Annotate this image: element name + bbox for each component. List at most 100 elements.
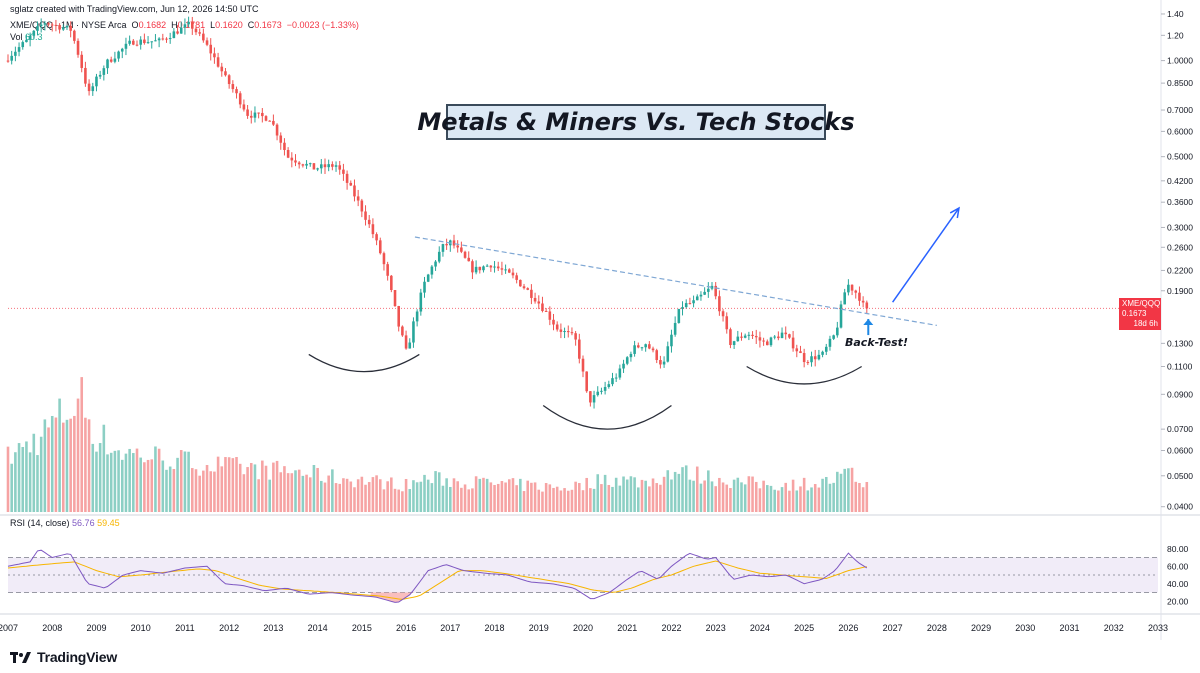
candle-body bbox=[548, 311, 552, 320]
candle-body bbox=[194, 28, 198, 33]
candle-body bbox=[530, 289, 533, 298]
volume-bar bbox=[449, 486, 452, 512]
candle-body bbox=[541, 303, 544, 311]
volume-bar bbox=[353, 487, 356, 512]
volume-bar bbox=[213, 471, 216, 512]
candle-body bbox=[832, 335, 835, 339]
breakout-arrow-head bbox=[949, 206, 960, 219]
attribution-header: sglatz created with TradingView.com, Jun… bbox=[10, 4, 259, 14]
candle-body bbox=[80, 54, 84, 68]
volume-bar bbox=[581, 490, 585, 512]
volume-bar bbox=[25, 441, 28, 512]
candle-body bbox=[684, 303, 688, 308]
rsi-ma-line bbox=[7, 560, 867, 600]
candle-body bbox=[73, 30, 76, 41]
volume-bar bbox=[91, 443, 95, 512]
candle-body bbox=[707, 288, 710, 292]
candle-body bbox=[297, 162, 301, 165]
candle-body bbox=[157, 38, 161, 41]
chart-title-box: Metals & Miners Vs. Tech Stocks bbox=[417, 104, 855, 140]
time-axis-label: 2028 bbox=[927, 623, 947, 633]
candle-body bbox=[581, 358, 585, 372]
symbol-name[interactable]: XME/QQQ · 1M · NYSE Arca bbox=[10, 20, 127, 30]
candle-body bbox=[714, 285, 717, 297]
candle-body bbox=[272, 120, 275, 125]
candle-body bbox=[32, 30, 36, 36]
time-axis-label: 2025 bbox=[794, 623, 814, 633]
resistance-trendline bbox=[414, 236, 937, 326]
candle-body bbox=[426, 274, 430, 282]
volume-bar bbox=[331, 469, 334, 512]
volume-bar bbox=[452, 478, 456, 512]
volume-bar bbox=[316, 467, 319, 512]
candle-body bbox=[533, 297, 537, 302]
candle-body bbox=[65, 25, 69, 28]
candle-body bbox=[320, 164, 323, 169]
candle-body bbox=[39, 24, 43, 27]
candle-body bbox=[58, 25, 61, 30]
tradingview-logo[interactable]: TradingView bbox=[10, 647, 117, 667]
candle-body bbox=[666, 346, 670, 362]
candle-body bbox=[758, 337, 762, 341]
breakout-arrow bbox=[892, 207, 960, 303]
candle-body bbox=[356, 196, 360, 201]
volume-bar bbox=[533, 482, 537, 512]
volume-bar bbox=[585, 477, 588, 512]
volume-bar bbox=[721, 482, 725, 512]
volume-bar bbox=[622, 476, 625, 512]
current-price-tag: XME/QQQ 0.1673 18d 6h bbox=[1119, 298, 1161, 331]
price-axis-label: 0.8500 bbox=[1167, 78, 1193, 88]
close-value: 0.1673 bbox=[254, 20, 282, 30]
candle-body bbox=[235, 89, 238, 94]
volume-bar bbox=[640, 479, 644, 512]
candle-body bbox=[135, 44, 139, 46]
volume-bar bbox=[65, 419, 69, 512]
candle-body bbox=[14, 51, 17, 56]
candle-body bbox=[154, 40, 157, 42]
volume-bar bbox=[109, 452, 113, 512]
volume-bar bbox=[592, 488, 596, 512]
candle-body bbox=[286, 149, 290, 158]
volume-bar bbox=[766, 485, 769, 512]
candle-body bbox=[762, 340, 765, 342]
candle-body bbox=[585, 371, 588, 392]
volume-bar bbox=[555, 486, 559, 512]
time-axis-label: 2013 bbox=[263, 623, 283, 633]
candle-body bbox=[323, 164, 327, 168]
time-axis-label: 2008 bbox=[42, 623, 62, 633]
candle-body bbox=[644, 344, 647, 348]
candle-body bbox=[673, 322, 677, 335]
candle-body bbox=[618, 368, 622, 378]
volume-bar bbox=[73, 415, 76, 512]
candle-body bbox=[806, 362, 810, 364]
volume-bar bbox=[441, 485, 445, 512]
candle-body bbox=[205, 40, 209, 45]
candle-body bbox=[640, 347, 644, 349]
volume-bar bbox=[272, 462, 275, 512]
volume-bar bbox=[150, 459, 154, 512]
volume-bar bbox=[238, 463, 242, 512]
backtest-label: Back-Test! bbox=[845, 336, 908, 349]
volume-bar bbox=[548, 484, 552, 512]
candle-body bbox=[316, 168, 319, 170]
open-label: O bbox=[131, 20, 139, 30]
volume-bar bbox=[202, 470, 205, 512]
close-label: C bbox=[247, 20, 255, 30]
candle-body bbox=[629, 353, 633, 358]
volume-bar bbox=[305, 474, 308, 512]
candle-body bbox=[17, 47, 21, 52]
candle-body bbox=[552, 319, 555, 325]
candle-body bbox=[36, 26, 39, 31]
candle-body bbox=[578, 339, 581, 359]
volume-bar bbox=[780, 487, 784, 512]
candle-body bbox=[788, 334, 791, 338]
candle-body bbox=[209, 44, 213, 54]
candle-body bbox=[636, 345, 640, 348]
candle-body bbox=[290, 157, 294, 161]
candle-body bbox=[360, 200, 364, 212]
time-axis-label: 2032 bbox=[1104, 623, 1124, 633]
backtest-arrow-head bbox=[863, 318, 874, 325]
volume-bar bbox=[515, 485, 518, 512]
volume-bar bbox=[21, 446, 25, 512]
